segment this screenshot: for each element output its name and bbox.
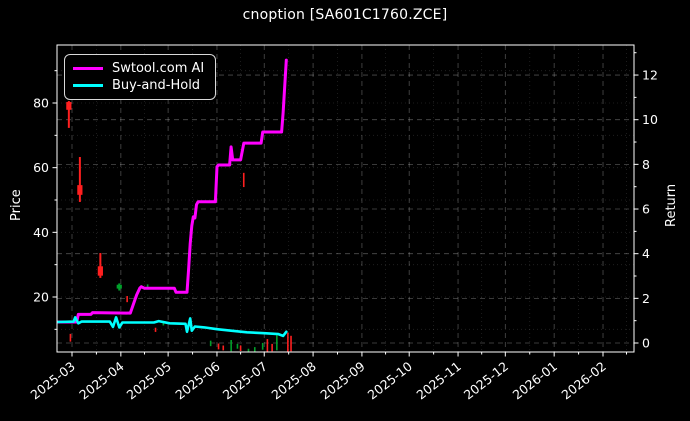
x-tick-label: 2026-01 (510, 359, 560, 403)
swtool-ai-line-swatch (73, 66, 103, 71)
x-tick-label: 2025-05 (124, 359, 174, 403)
price-tick-label: 80 (33, 96, 49, 111)
price-tick-label: 40 (33, 225, 49, 240)
return-tick-label: 12 (642, 68, 658, 83)
candlesticks (66, 101, 292, 352)
chart-title: cnoption [SA601C1760.ZCE] (242, 7, 448, 23)
x-tick-label: 2025-10 (365, 359, 415, 403)
x-tick-label: 2026-02 (558, 359, 608, 403)
return-tick-label: 8 (642, 157, 650, 172)
plot-border (56, 44, 635, 353)
legend-label-buy-and-hold: Buy-and-Hold (112, 78, 201, 93)
return-tick-label: 4 (642, 246, 650, 261)
buy-and-hold-line (57, 315, 288, 338)
x-tick-label: 2025-07 (220, 359, 270, 403)
x-tick-label: 2025-03 (27, 359, 77, 403)
legend-item-swtool-ai: Swtool.com AI (73, 60, 205, 77)
legend-item-buy-and-hold: Buy-and-Hold (73, 77, 205, 94)
return-tick-label: 2 (642, 291, 650, 306)
return-tick-label: 6 (642, 202, 650, 217)
buy-and-hold-line-swatch (73, 83, 103, 88)
candle-body (77, 185, 83, 195)
candle-body (97, 266, 103, 276)
candle-body (116, 284, 122, 289)
axis-ticks (52, 52, 639, 357)
candle-body (66, 102, 72, 110)
x-tick-label: 2025-12 (461, 359, 511, 403)
x-tick-label: 2025-11 (413, 359, 463, 403)
legend-label-swtool-ai: Swtool.com AI (112, 61, 205, 76)
return-tick-label: 10 (642, 112, 658, 127)
x-tick-label: 2025-06 (172, 359, 222, 403)
swtool-ai-line (57, 58, 288, 324)
line-series (57, 58, 288, 338)
x-tick-label: 2025-09 (317, 359, 367, 403)
x-tick-label: 2025-08 (269, 359, 319, 403)
x-tick-label: 2025-04 (76, 359, 126, 403)
major-gridlines (57, 45, 634, 352)
price-tick-label: 20 (33, 290, 49, 305)
legend: Swtool.com AI Buy-and-Hold (64, 54, 216, 100)
price-tick-label: 60 (33, 160, 49, 175)
return-tick-label: 0 (642, 336, 650, 351)
